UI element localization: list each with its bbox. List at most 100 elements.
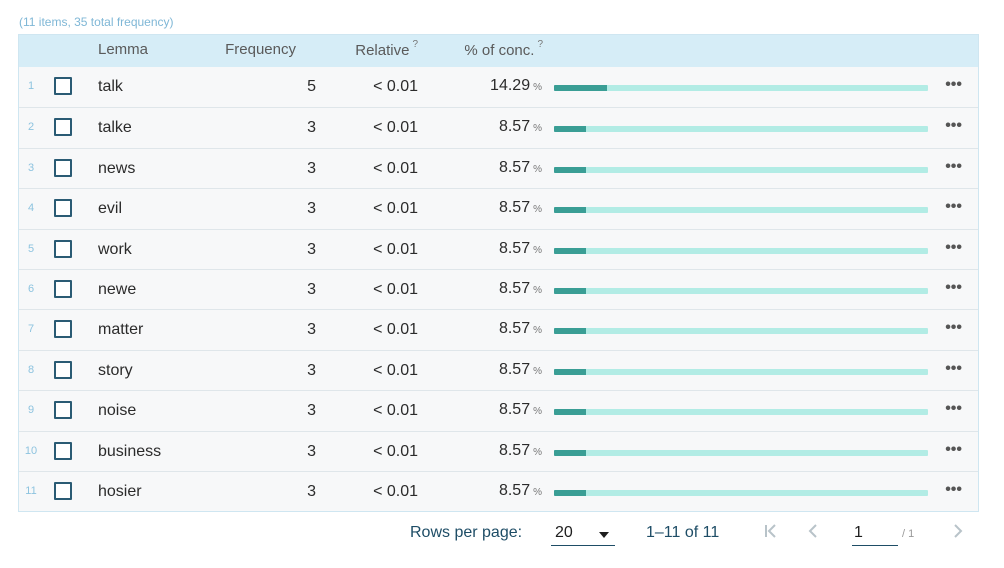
row-checkbox[interactable] — [54, 77, 72, 95]
conc-bar — [554, 126, 928, 133]
conc-cell: 8.57% — [499, 118, 542, 136]
lemma-cell[interactable]: story — [98, 361, 133, 379]
relative-cell: < 0.01 — [373, 200, 418, 218]
row-checkbox[interactable] — [54, 401, 72, 420]
lemma-cell[interactable]: business — [98, 442, 162, 460]
table-row[interactable]: 3 news 3 < 0.01 8.57% ••• — [19, 147, 978, 189]
table-row[interactable]: 10 business 3 < 0.01 8.57% ••• — [19, 430, 978, 471]
more-horizontal-icon[interactable]: ••• — [945, 400, 962, 418]
lemma-cell[interactable]: newe — [98, 280, 137, 298]
first-page-icon[interactable] — [763, 521, 779, 547]
rows-per-page-value: 20 — [555, 524, 573, 541]
conc-bar — [554, 85, 928, 91]
row-checkbox[interactable] — [54, 320, 72, 339]
row-checkbox[interactable] — [54, 360, 72, 379]
frequency-cell: 3 — [307, 240, 316, 258]
table-row[interactable]: 2 talke 3 < 0.01 8.57% ••• — [19, 107, 978, 148]
more-horizontal-icon[interactable]: ••• — [945, 76, 962, 93]
conc-value: 8.57 — [498, 158, 531, 176]
conc-bar-fill — [554, 368, 587, 375]
conc-bar — [554, 449, 928, 456]
row-index: 10 — [24, 444, 38, 457]
column-header-frequency[interactable]: Frequency — [225, 41, 296, 58]
conc-value: 8.57 — [498, 199, 531, 217]
conc-value: 8.57 — [498, 360, 531, 378]
more-horizontal-icon[interactable]: ••• — [945, 117, 962, 135]
help-icon[interactable]: ? — [537, 39, 543, 50]
lemma-cell[interactable]: evil — [98, 200, 123, 218]
relative-cell: < 0.01 — [373, 240, 418, 258]
frequency-table: Lemma Frequency Relative? % of conc.? 1 t… — [18, 34, 979, 513]
table-row[interactable]: 11 hosier 3 < 0.01 8.57% ••• — [19, 470, 978, 512]
lemma-cell[interactable]: news — [98, 159, 136, 177]
row-index: 8 — [27, 363, 35, 376]
table-row[interactable]: 6 newe 3 < 0.01 8.57% ••• — [19, 268, 978, 310]
relative-cell: < 0.01 — [373, 482, 418, 500]
frequency-cell: 3 — [307, 402, 316, 420]
chevron-right-icon[interactable] — [951, 521, 965, 547]
column-header-lemma-label: Lemma — [98, 41, 149, 58]
column-header-lemma[interactable]: Lemma — [98, 41, 148, 58]
frequency-cell: 3 — [307, 482, 316, 500]
page-number-value: 1 — [854, 524, 863, 541]
relative-cell: < 0.01 — [373, 280, 418, 298]
lemma-cell[interactable]: talk — [98, 78, 123, 95]
row-checkbox[interactable] — [54, 199, 72, 218]
lemma-cell[interactable]: talke — [98, 119, 132, 137]
table-row[interactable]: 1 talk 5 < 0.01 14.29% ••• — [19, 67, 978, 108]
conc-bar-fill — [554, 207, 587, 214]
conc-cell: 8.57% — [499, 361, 542, 379]
table-row[interactable]: 7 matter 3 < 0.01 8.57% ••• — [19, 309, 978, 350]
column-header-conc[interactable]: % of conc.? — [464, 39, 543, 59]
row-index: 6 — [27, 282, 35, 295]
more-horizontal-icon[interactable]: ••• — [945, 238, 962, 256]
chevron-left-icon[interactable] — [806, 521, 820, 547]
more-horizontal-icon[interactable]: ••• — [945, 480, 962, 498]
frequency-cell: 3 — [307, 321, 316, 339]
column-header-relative[interactable]: Relative? — [355, 39, 418, 59]
frequency-cell: 3 — [307, 361, 316, 379]
table-row[interactable]: 8 story 3 < 0.01 8.57% ••• — [19, 349, 978, 391]
row-index: 3 — [27, 161, 35, 174]
lemma-cell[interactable]: noise — [98, 402, 137, 420]
column-header-frequency-label: Frequency — [225, 41, 296, 58]
conc-cell: 8.57% — [499, 482, 542, 500]
relative-cell: < 0.01 — [373, 78, 418, 95]
row-checkbox[interactable] — [54, 239, 72, 258]
table-row[interactable]: 9 noise 3 < 0.01 8.57% ••• — [19, 390, 978, 431]
lemma-cell[interactable]: work — [98, 240, 132, 258]
conc-unit: % — [533, 365, 542, 377]
more-horizontal-icon[interactable]: ••• — [945, 319, 962, 337]
results-summary: (11 items, 35 total frequency) — [19, 15, 174, 29]
conc-value: 8.57 — [498, 401, 531, 419]
row-index: 7 — [27, 323, 35, 336]
conc-unit: % — [533, 163, 542, 175]
page-total: / 1 — [902, 528, 915, 540]
conc-value: 8.57 — [498, 118, 531, 136]
lemma-cell[interactable]: hosier — [98, 482, 142, 500]
row-checkbox[interactable] — [54, 158, 72, 177]
rows-per-page-select[interactable]: 20 — [551, 522, 615, 546]
more-horizontal-icon[interactable]: ••• — [945, 278, 962, 296]
conc-unit: % — [533, 446, 542, 458]
help-icon[interactable]: ? — [412, 39, 418, 50]
conc-bar-fill — [554, 126, 587, 133]
more-horizontal-icon[interactable]: ••• — [945, 198, 962, 216]
table-row[interactable]: 5 work 3 < 0.01 8.57% ••• — [19, 228, 978, 269]
column-header-conc-label: % of conc. — [464, 42, 535, 59]
row-checkbox[interactable] — [54, 481, 72, 500]
row-checkbox[interactable] — [54, 118, 72, 137]
rows-per-page-label: Rows per page: — [410, 524, 523, 541]
more-horizontal-icon[interactable]: ••• — [945, 359, 962, 377]
table-row[interactable]: 4 evil 3 < 0.01 8.57% ••• — [19, 188, 978, 229]
row-checkbox[interactable] — [54, 279, 72, 298]
lemma-cell[interactable]: matter — [98, 321, 144, 339]
conc-bar-fill — [554, 489, 587, 496]
conc-cell: 14.29% — [490, 77, 542, 95]
more-horizontal-icon[interactable]: ••• — [945, 440, 962, 458]
conc-unit: % — [533, 82, 542, 93]
more-horizontal-icon[interactable]: ••• — [945, 157, 962, 175]
page-number-input[interactable]: 1 — [852, 522, 898, 546]
frequency-cell: 5 — [307, 78, 316, 95]
row-checkbox[interactable] — [54, 441, 72, 460]
